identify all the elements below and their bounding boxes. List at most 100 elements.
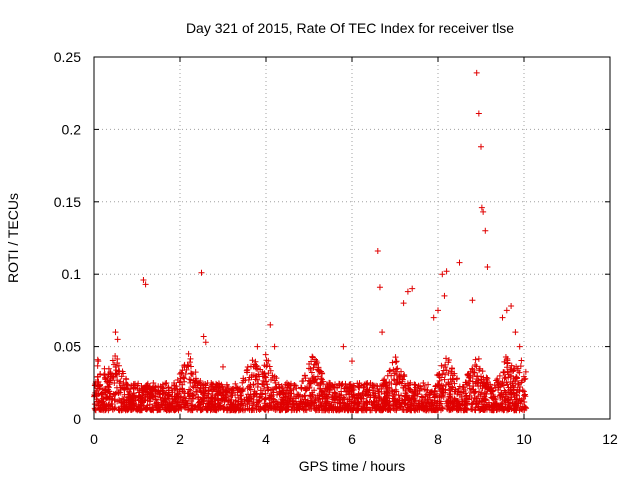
data-point-band xyxy=(435,406,442,413)
data-point-band xyxy=(187,376,194,383)
data-point-band xyxy=(135,405,142,412)
data-point-band xyxy=(463,379,470,386)
data-point xyxy=(430,314,437,321)
data-point-band xyxy=(511,405,518,412)
data-point-band xyxy=(220,394,227,401)
data-point-band xyxy=(160,397,167,404)
data-point-band xyxy=(262,374,269,381)
data-point-band xyxy=(265,357,272,364)
data-point-band xyxy=(261,370,268,377)
data-point-band xyxy=(501,358,508,365)
data-point-band xyxy=(253,406,260,413)
data-point-band xyxy=(257,387,264,394)
data-point-band xyxy=(469,406,476,413)
data-point-band xyxy=(196,387,203,394)
data-point xyxy=(512,329,519,336)
data-point-band xyxy=(304,399,311,406)
data-point-band xyxy=(419,394,426,401)
data-point-band xyxy=(307,402,314,409)
data-point-band xyxy=(350,406,357,413)
data-point-band xyxy=(383,405,390,412)
data-point-band xyxy=(274,404,281,411)
data-point-band xyxy=(475,377,482,384)
data-point-band xyxy=(407,386,414,393)
data-point xyxy=(112,329,119,336)
y-tick-label: 0.1 xyxy=(62,266,82,282)
data-point-band xyxy=(244,385,251,392)
data-point-band xyxy=(119,395,126,402)
data-point-band xyxy=(201,381,208,388)
data-point-band xyxy=(359,390,366,397)
data-point-band xyxy=(297,403,304,410)
y-tick-label: 0.15 xyxy=(54,194,81,210)
data-point-band xyxy=(192,375,199,382)
data-point-band xyxy=(341,385,348,392)
data-point-band xyxy=(469,386,476,393)
data-point-band xyxy=(206,402,213,409)
data-point-band xyxy=(128,406,135,413)
data-point-band xyxy=(519,387,526,394)
data-point-band xyxy=(108,401,115,408)
data-point-band xyxy=(394,378,401,385)
data-point-band xyxy=(104,375,111,382)
data-point xyxy=(409,285,416,292)
data-point-band xyxy=(442,386,449,393)
data-point-band xyxy=(332,406,339,413)
data-point-band xyxy=(393,371,400,378)
x-tick-label: 10 xyxy=(516,431,532,447)
data-point-band xyxy=(425,399,432,406)
data-point-band xyxy=(144,405,151,412)
data-point-band xyxy=(325,402,332,409)
data-point-band xyxy=(445,379,452,386)
data-point-band xyxy=(268,376,275,383)
data-point xyxy=(374,248,381,255)
data-point-band xyxy=(247,386,254,393)
data-point-band xyxy=(451,370,458,377)
data-point-band xyxy=(187,379,194,386)
data-point xyxy=(499,314,506,321)
data-point-band xyxy=(192,369,199,376)
data-point-band xyxy=(437,384,444,391)
data-point-band xyxy=(178,369,185,376)
data-point-band xyxy=(437,398,444,405)
data-point-band xyxy=(136,387,143,394)
data-point-band xyxy=(436,371,443,378)
data-point-band xyxy=(342,405,349,412)
data-point-band xyxy=(377,407,384,414)
x-axis-label: GPS time / hours xyxy=(299,458,406,474)
data-point-band xyxy=(199,406,206,413)
data-point-band xyxy=(513,392,520,399)
data-point-band xyxy=(305,377,312,384)
data-point-band xyxy=(181,378,188,385)
data-point-band xyxy=(401,406,408,413)
data-point-band xyxy=(382,379,389,386)
data-point-band xyxy=(319,370,326,377)
data-point-band xyxy=(370,401,377,408)
data-point-band xyxy=(488,394,495,401)
data-point-band xyxy=(114,355,121,362)
data-point-band xyxy=(492,384,499,391)
data-point-band xyxy=(195,394,202,401)
data-point-band xyxy=(522,393,529,400)
data-point-band xyxy=(254,399,261,406)
data-point-band xyxy=(389,359,396,366)
data-point-band xyxy=(474,403,481,410)
data-point-band xyxy=(308,369,315,376)
data-point-band xyxy=(294,391,301,398)
data-point-band xyxy=(103,394,110,401)
data-point xyxy=(142,281,149,288)
data-point-band xyxy=(332,390,339,397)
data-point-band xyxy=(317,398,324,405)
data-point-band xyxy=(302,406,309,413)
data-point-band xyxy=(198,399,205,406)
data-point-band xyxy=(381,399,388,406)
data-point-band xyxy=(498,391,505,398)
data-point-band xyxy=(123,381,130,388)
data-point-band xyxy=(244,366,251,373)
data-point-band xyxy=(187,355,194,362)
data-point-band xyxy=(347,381,354,388)
data-point-band xyxy=(144,393,151,400)
data-point-band xyxy=(395,392,402,399)
data-point-band xyxy=(388,380,395,387)
data-point-band xyxy=(445,396,452,403)
